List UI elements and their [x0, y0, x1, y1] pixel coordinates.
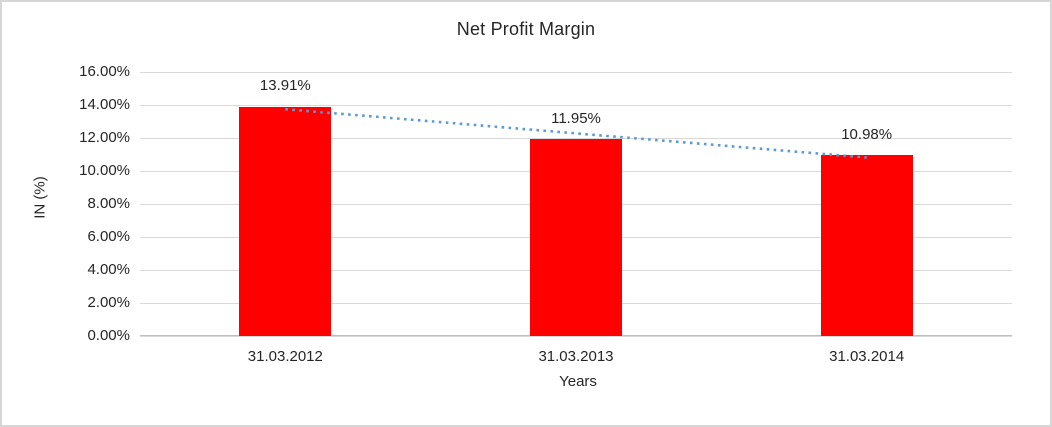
y-tick-label: 2.00%: [87, 294, 130, 311]
x-tick-label: 31.03.2013: [538, 348, 614, 365]
plot-area: 13.91% 11.95% 10.98%: [140, 71, 1012, 337]
chart-title: Net Profit Margin: [456, 19, 596, 39]
gridline: [140, 335, 1012, 337]
bar-value-label: 10.98%: [841, 125, 893, 143]
y-tick-label: 0.00%: [87, 327, 130, 344]
y-tick-label: 14.00%: [79, 96, 130, 113]
y-tick-label: 10.00%: [79, 162, 130, 179]
y-tick-label: 12.00%: [79, 129, 130, 146]
x-tick-label: 31.03.2012: [247, 348, 323, 365]
bar-value-label: 11.95%: [551, 109, 601, 127]
bar: [530, 138, 622, 336]
x-axis-title: Years: [559, 373, 597, 390]
y-tick-label: 8.00%: [87, 195, 130, 212]
x-tick-label: 31.03.2014: [829, 348, 905, 365]
y-tick-label: 4.00%: [87, 261, 130, 278]
gridline: [140, 104, 1012, 106]
bar: [820, 154, 913, 336]
gridline: [140, 71, 1012, 73]
y-tick-label: 6.00%: [87, 228, 130, 245]
y-tick-label: 16.00%: [79, 63, 130, 80]
bar-value-label: 13.91%: [259, 77, 311, 95]
bar: [239, 106, 332, 336]
